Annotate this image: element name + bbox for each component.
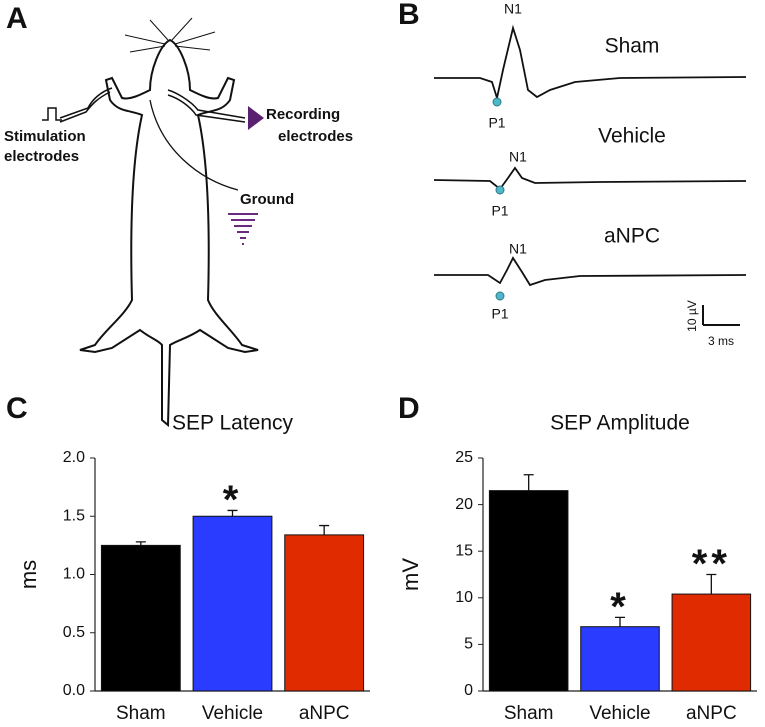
x-tick-label: Sham [116, 703, 166, 724]
scale-bar [702, 305, 740, 326]
diagram-label: Ground [240, 191, 294, 208]
rat-drawing [42, 17, 259, 428]
diagram-label: electrodes [278, 128, 353, 145]
y-tick-label: 0.5 [63, 624, 85, 641]
p1-marker [492, 97, 505, 301]
error-bar [706, 573, 717, 595]
error-bar [615, 616, 625, 627]
panel-letter: C [6, 392, 28, 425]
x-tick-label: Vehicle [202, 703, 263, 724]
bar [580, 626, 660, 692]
diagram-label: Recording [266, 106, 340, 123]
y-axis-label: ms [16, 560, 41, 589]
x-tick-label: Vehicle [589, 703, 650, 724]
y-tick-label: 15 [455, 542, 473, 559]
y-tick-label: 2.0 [63, 449, 85, 466]
peak-label: N1 [504, 1, 522, 17]
peak-label: P1 [491, 203, 508, 219]
bar [488, 490, 569, 692]
trace-name: aNPC [604, 225, 660, 248]
ground-symbol [228, 213, 258, 245]
y-tick-label: 10 [455, 589, 473, 606]
y-axis-label: mV [398, 558, 423, 591]
panel-letter: A [6, 2, 28, 35]
diagram-label: electrodes [4, 148, 79, 165]
error-bar [135, 541, 146, 546]
bar [671, 593, 752, 692]
diagram-label: Stimulation [4, 128, 86, 145]
significance: * [223, 478, 243, 522]
trace-name: Sham [605, 35, 660, 58]
y-tick-label: 25 [455, 449, 473, 466]
chart-title: SEP Latency [172, 412, 294, 435]
scale-label: 10 µV [685, 300, 699, 332]
peak-label: P1 [488, 115, 505, 131]
x-tick-label: aNPC [299, 703, 350, 724]
bar [284, 534, 365, 692]
error-bar [227, 509, 238, 517]
y-tick-label: 0.0 [63, 682, 85, 699]
sep-traces [433, 24, 747, 287]
y-tick-label: 1.5 [63, 507, 85, 524]
x-tick-label: Sham [504, 703, 554, 724]
peak-label: N1 [509, 149, 527, 165]
peak-label: P1 [491, 306, 508, 322]
y-tick-label: 0 [464, 682, 473, 699]
panel-letter: D [398, 392, 420, 425]
y-tick-label: 20 [455, 496, 473, 513]
x-tick-label: aNPC [686, 703, 737, 724]
y-tick-label: 5 [464, 636, 473, 653]
peak-label: N1 [509, 241, 527, 257]
trace-name: Vehicle [598, 125, 666, 148]
chart-title: SEP Amplitude [550, 412, 690, 435]
significance: ** [692, 542, 731, 586]
y-tick-label: 1.0 [63, 566, 85, 583]
bar [100, 544, 181, 692]
error-bar [319, 524, 330, 535]
bar [192, 515, 273, 692]
arrow-head [248, 106, 264, 130]
panel-letter: B [398, 0, 420, 31]
error-bar [523, 474, 534, 491]
significance: * [610, 585, 630, 629]
scale-label: 3 ms [708, 334, 734, 348]
